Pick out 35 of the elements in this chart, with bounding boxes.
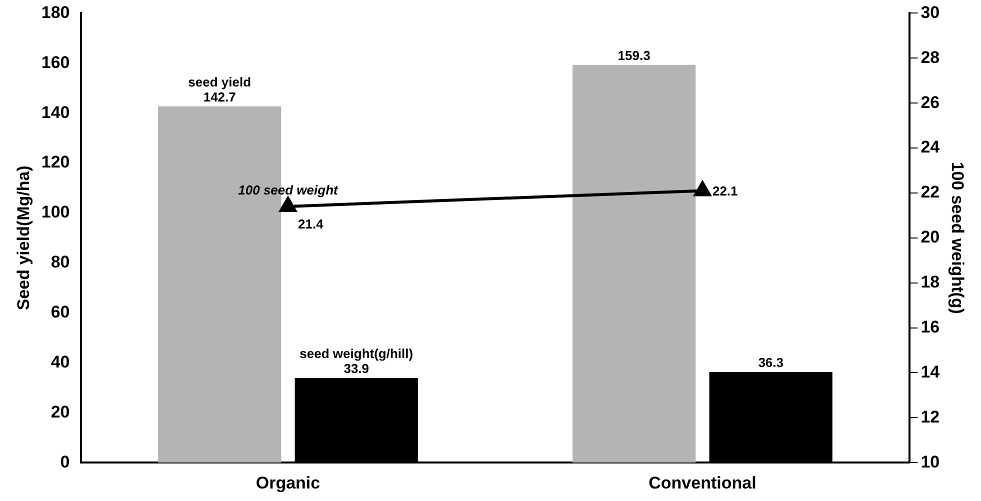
x-tick-label: Organic bbox=[256, 473, 320, 492]
data-label: 33.9 bbox=[344, 360, 370, 376]
y-tick-label: 120 bbox=[41, 152, 70, 172]
y2-tick-label: 14 bbox=[920, 362, 940, 382]
y2-tick-label: 28 bbox=[920, 48, 940, 67]
x-tick-label: Conventional bbox=[648, 473, 756, 492]
y-tick-label: 80 bbox=[50, 252, 70, 272]
data-label: 142.7 bbox=[203, 89, 236, 104]
data-label: 22.1 bbox=[712, 184, 738, 199]
y-tick-label: 60 bbox=[50, 302, 70, 322]
y2-tick-label: 18 bbox=[920, 272, 940, 292]
y2-tick-label: 10 bbox=[920, 452, 940, 472]
y-tick-label: 0 bbox=[60, 452, 70, 472]
y-tick-label: 160 bbox=[41, 52, 70, 72]
y-tick-label: 100 bbox=[41, 202, 70, 222]
y-tick-label: 180 bbox=[41, 2, 70, 22]
y2-tick-label: 26 bbox=[920, 92, 940, 112]
y2-axis-title: 100 seed weight(g) bbox=[948, 162, 968, 314]
y-axis-title: Seed yield(Mg/ha) bbox=[14, 166, 33, 310]
y-tick-label: 140 bbox=[41, 102, 70, 122]
data-label: 21.4 bbox=[298, 216, 324, 232]
bar bbox=[572, 64, 696, 463]
y2-tick-label: 30 bbox=[920, 2, 940, 22]
y-tick-label: 40 bbox=[50, 352, 70, 372]
series-label: seed yield bbox=[188, 74, 252, 90]
data-label: 36.3 bbox=[758, 354, 784, 370]
series-label: 100 seed weight bbox=[238, 182, 339, 198]
data-label: 159.3 bbox=[618, 48, 650, 63]
y2-tick-label: 12 bbox=[920, 407, 940, 426]
y2-tick-label: 24 bbox=[920, 138, 940, 157]
y2-tick-label: 20 bbox=[920, 228, 940, 247]
y2-tick-label: 22 bbox=[920, 182, 940, 202]
y2-tick-label: 16 bbox=[920, 317, 940, 336]
series-label: seed weight(g/hill) bbox=[300, 346, 414, 361]
y-tick-label: 20 bbox=[50, 402, 70, 422]
